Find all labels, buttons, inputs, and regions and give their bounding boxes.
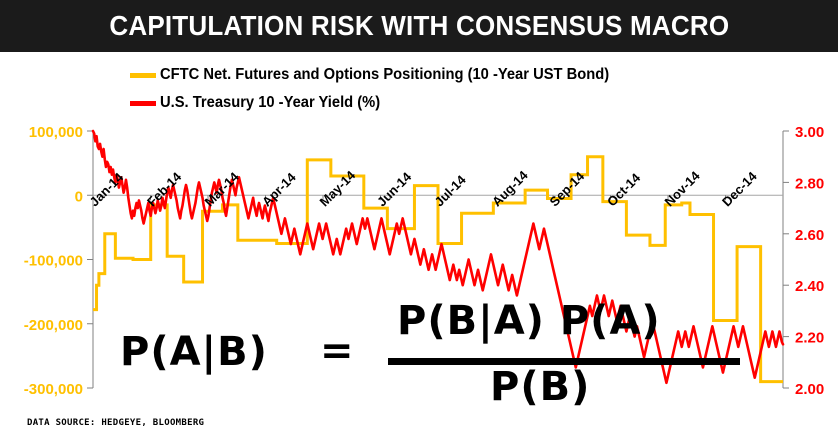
month-label: Dec-14 xyxy=(719,168,760,209)
page-title: CAPITULATION RISK WITH CONSENSUS MACRO xyxy=(109,10,729,41)
right-axis-label: 2.00 xyxy=(795,381,824,398)
series-line-yield xyxy=(91,129,785,385)
legend-item-cftc: CFTC Net. Futures and Options Positionin… xyxy=(130,66,633,84)
month-label: Oct-14 xyxy=(604,170,644,210)
left-axis-labels: 100,000 0 -100,000 -200,000 -300,000 xyxy=(24,124,83,398)
left-axis-label: -100,000 xyxy=(24,253,83,270)
left-axis-label: -200,000 xyxy=(24,317,83,334)
right-axis-labels: 3.00 2.80 2.60 2.40 2.20 2.00 xyxy=(795,124,824,398)
legend-swatch-cftc xyxy=(130,72,156,78)
legend-label-yield: U.S. Treasury 10 -Year Yield (%) xyxy=(160,94,381,111)
month-label: Apr-14 xyxy=(259,169,299,209)
right-axis-label: 3.00 xyxy=(795,124,824,141)
chart-plot-area xyxy=(91,129,785,385)
right-axis-label: 2.20 xyxy=(795,330,824,347)
right-axis-label: 2.40 xyxy=(795,278,824,295)
title-bar: CAPITULATION RISK WITH CONSENSUS MACRO xyxy=(0,0,838,52)
right-axis-label: 2.60 xyxy=(795,227,824,244)
left-axis-label: 0 xyxy=(75,188,83,205)
month-label: May-14 xyxy=(317,167,359,209)
month-label: Sep-14 xyxy=(547,168,588,209)
legend-item-yield: U.S. Treasury 10 -Year Yield (%) xyxy=(130,94,392,112)
left-axis-label: -300,000 xyxy=(24,381,83,398)
source-note: DATA SOURCE: HEDGEYE, BLOOMBERG xyxy=(27,418,205,428)
left-axis-label: 100,000 xyxy=(29,124,83,141)
chart-legend: CFTC Net. Futures and Options Positionin… xyxy=(0,56,838,116)
legend-label-cftc: CFTC Net. Futures and Options Positionin… xyxy=(160,66,610,83)
month-label: Jun-14 xyxy=(374,169,415,210)
right-axis-label: 2.80 xyxy=(795,175,824,192)
legend-swatch-yield xyxy=(130,100,156,106)
